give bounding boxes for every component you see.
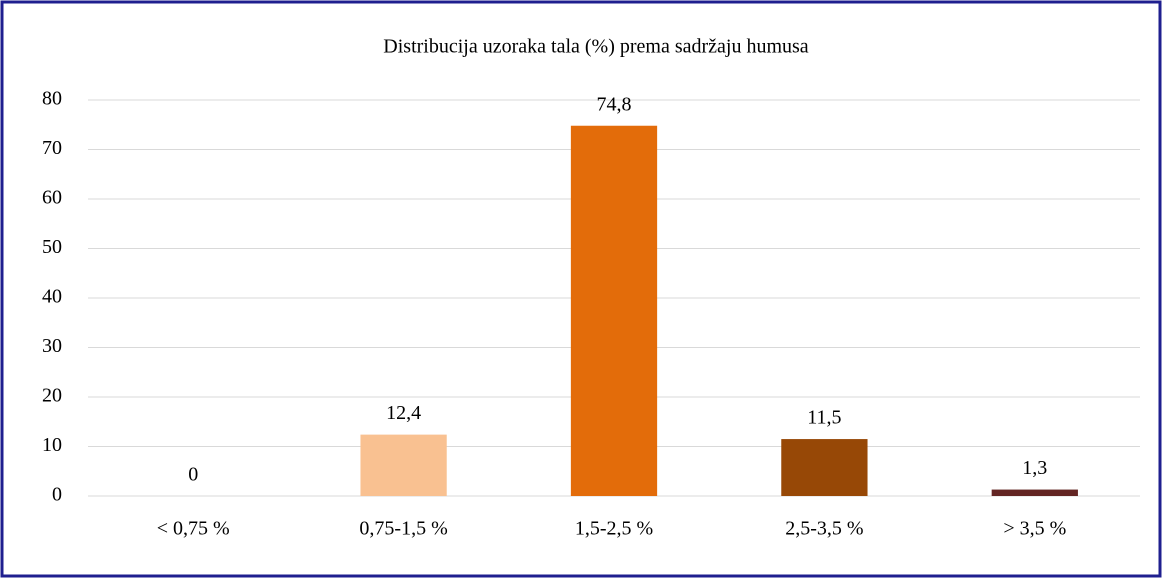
bar [991, 489, 1078, 496]
y-tick-label: 20 [42, 385, 62, 407]
y-tick-label: 10 [42, 434, 62, 456]
y-tick-label: 0 [52, 484, 62, 506]
y-tick-label: 30 [42, 335, 62, 357]
bar [570, 125, 658, 497]
value-label: 12,4 [386, 402, 421, 424]
bar [360, 434, 447, 496]
value-label: 1,3 [1022, 457, 1047, 479]
value-label: 11,5 [807, 407, 841, 429]
x-tick-label: < 0,75 % [157, 518, 230, 540]
value-label: 74,8 [597, 93, 632, 115]
bar [781, 439, 868, 496]
y-tick-label: 80 [42, 88, 62, 110]
y-tick-label: 50 [42, 236, 62, 258]
y-tick-label: 60 [42, 187, 62, 209]
value-label: 0 [188, 464, 198, 486]
x-tick-label: > 3,5 % [1003, 518, 1066, 540]
x-tick-label: 0,75-1,5 % [359, 518, 447, 540]
chart-title: Distribucija uzoraka tala (%) prema sadr… [383, 36, 809, 58]
x-tick-label: 1,5-2,5 % [575, 518, 653, 540]
y-tick-label: 40 [42, 286, 62, 308]
y-tick-label: 70 [42, 137, 62, 159]
x-tick-label: 2,5-3,5 % [785, 518, 863, 540]
